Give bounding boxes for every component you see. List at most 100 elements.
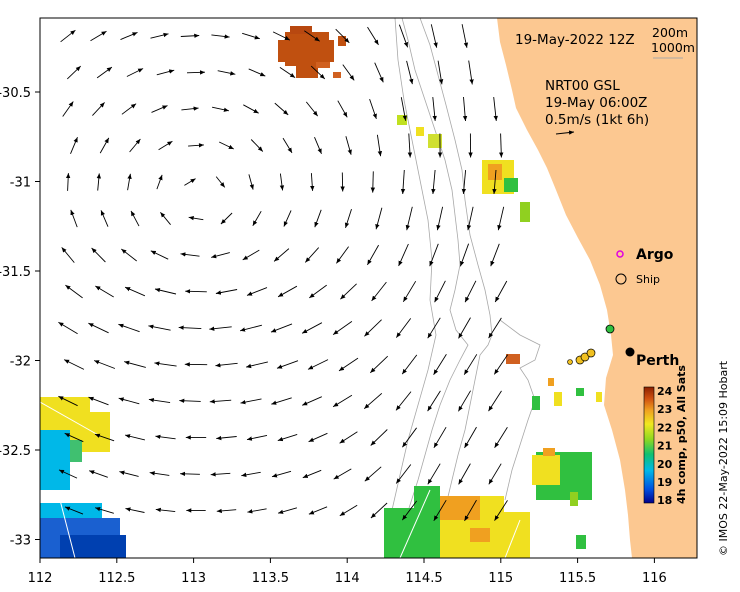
current-vector-arrow	[407, 133, 413, 158]
current-vector-arrow	[88, 396, 109, 406]
y-axis: -30.5 -31 -31.5 -32 -32.5 -33	[0, 86, 40, 549]
current-vector-arrow	[154, 288, 177, 295]
current-vector-arrow	[272, 31, 291, 41]
current-vector-arrow	[185, 289, 207, 294]
current-vector-arrow	[369, 98, 377, 120]
current-vector-arrow	[209, 326, 232, 331]
current-vector-arrow	[95, 507, 114, 514]
current-vectors	[58, 24, 509, 522]
y-axis-tick-label: -31	[10, 176, 31, 191]
colorbar-tick-label: 20	[657, 458, 673, 471]
current-vector-arrow	[488, 463, 502, 485]
colorbar-tick-label: 19	[657, 476, 672, 489]
current-vector-arrow	[126, 68, 144, 77]
current-vector-arrow	[99, 137, 110, 154]
contour-shelf-inner	[499, 319, 541, 501]
current-vector-arrow	[91, 247, 106, 263]
current-vector-arrow	[337, 100, 348, 118]
current-vector-arrow	[242, 249, 260, 261]
current-vector-arrow	[461, 170, 467, 194]
scale-arrow	[555, 130, 575, 135]
current-vector-arrow	[458, 463, 471, 485]
current-vector-arrow	[160, 212, 171, 225]
current-vector-arrow	[494, 500, 508, 521]
current-vector-arrow	[431, 169, 436, 195]
current-vector-arrow	[148, 324, 171, 331]
current-vector-arrow	[376, 134, 383, 157]
current-vector-arrow	[245, 361, 269, 369]
current-vector-arrow	[338, 357, 359, 372]
current-vector-arrow	[184, 178, 196, 186]
current-vector-arrow	[61, 247, 75, 263]
current-vector-arrow	[461, 24, 469, 48]
y-axis-tick-label: -32.5	[0, 444, 31, 459]
current-vector-arrow	[63, 359, 85, 370]
sst-patch-southeast	[532, 448, 592, 549]
current-vector-arrow	[462, 96, 468, 122]
current-vector-arrow	[215, 176, 226, 188]
current-vector-arrow	[216, 508, 237, 514]
current-vector-arrow	[370, 171, 376, 193]
x-axis-tick-label: 114	[335, 571, 360, 586]
current-vector-arrow	[58, 395, 78, 407]
current-vector-arrow	[405, 206, 413, 231]
current-vector-arrow	[150, 250, 169, 260]
x-axis-tick-label: 112	[28, 571, 53, 586]
current-scale-label: 0.5m/s (1kt 6h)	[545, 112, 649, 128]
current-vector-arrow	[395, 464, 412, 484]
colorbar-tick-label: 23	[657, 403, 672, 416]
current-vector-arrow	[302, 469, 322, 479]
current-vector-arrow	[406, 60, 414, 85]
ship-legend-label: Ship	[636, 273, 660, 286]
argo-marker-icon	[616, 250, 624, 258]
y-axis-tick-label: -31.5	[0, 265, 31, 280]
y-axis-tick-label: -32	[10, 355, 31, 370]
contour-3000m	[384, 18, 437, 558]
sst-patch-coast-north	[397, 115, 530, 222]
current-vector-arrow	[308, 506, 328, 515]
current-vector-arrow	[124, 286, 146, 297]
current-vector-arrow	[90, 30, 107, 42]
current-vector-arrow	[118, 397, 140, 405]
sst-patch-southwest	[40, 397, 126, 558]
current-vector-arrow	[302, 396, 322, 406]
current-vector-arrow	[279, 173, 285, 191]
current-vector-arrow	[246, 287, 268, 296]
current-vector-arrow	[307, 359, 329, 370]
current-vector-arrow	[129, 138, 141, 153]
current-vector-arrow	[401, 500, 418, 521]
x-axis-tick-label: 116	[642, 571, 667, 586]
current-vector-arrow	[88, 322, 109, 334]
current-vector-arrow	[493, 97, 498, 121]
current-vector-arrow	[305, 101, 319, 117]
current-vector-arrow	[215, 289, 238, 295]
current-vector-arrow	[398, 243, 409, 267]
x-axis-tick-label: 112.5	[98, 571, 135, 586]
current-vector-arrow	[333, 468, 352, 480]
contour-200m	[419, 18, 493, 558]
current-vector-arrow	[345, 136, 352, 155]
current-vector-arrow	[216, 435, 237, 441]
x-axis: 112 112.5 113 113.5 114 114.5 115 115.5 116	[28, 558, 667, 586]
current-vector-arrow	[344, 208, 352, 229]
current-vector-arrow	[308, 432, 328, 443]
current-vector-arrow	[433, 499, 447, 522]
current-vector-arrow	[156, 174, 163, 190]
current-vector-arrow	[243, 104, 259, 114]
current-vector-arrow	[437, 60, 444, 85]
sst-patch-north	[278, 26, 346, 78]
current-vector-arrow	[277, 285, 298, 298]
current-vector-arrow	[70, 137, 78, 154]
current-vector-arrow	[220, 212, 233, 225]
current-vector-arrow	[66, 65, 82, 80]
current-vector-arrow	[127, 173, 132, 191]
current-vector-arrow	[271, 397, 292, 405]
argo-legend-label: Argo	[636, 247, 674, 263]
current-vector-arrow	[277, 507, 298, 514]
sst-colorbar	[643, 386, 655, 504]
current-vector-arrow	[215, 362, 238, 368]
current-vector-arrow	[497, 206, 505, 231]
current-vector-arrow	[119, 470, 139, 477]
current-vector-arrow	[464, 426, 477, 449]
